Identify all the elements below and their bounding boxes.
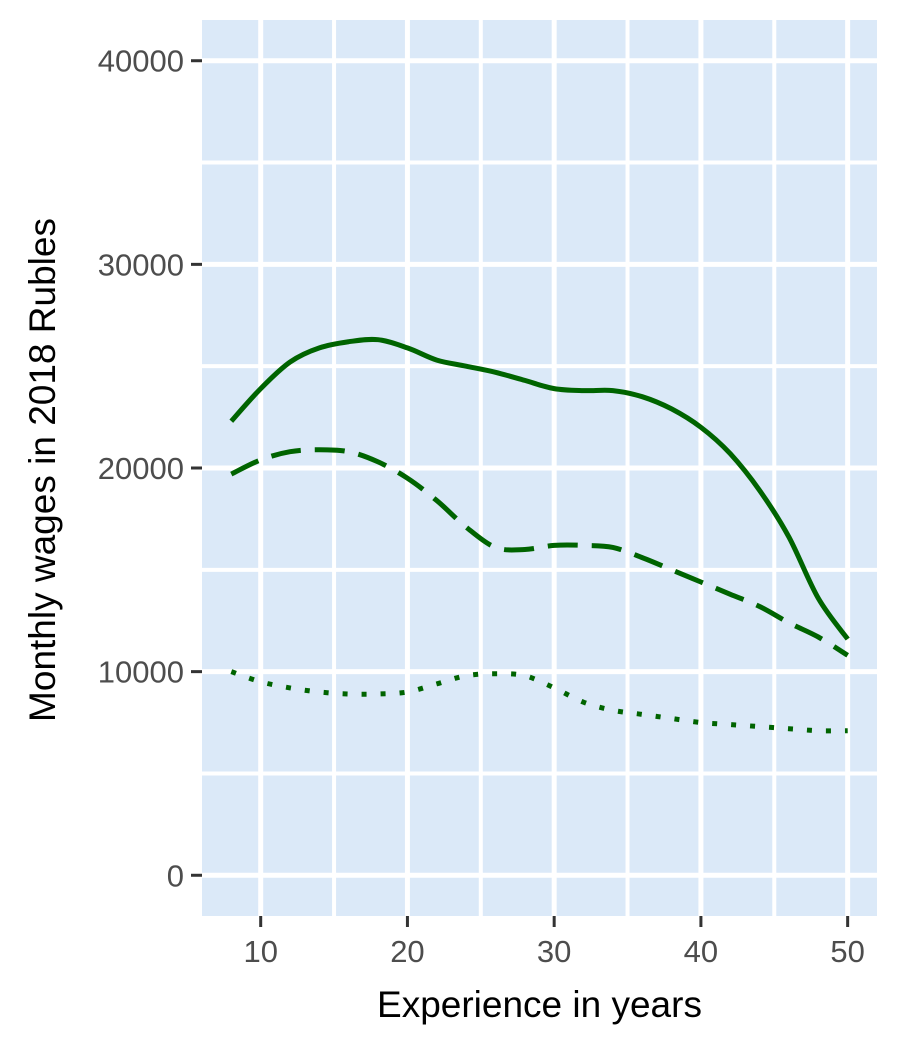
y-tick-label: 40000 bbox=[98, 44, 184, 79]
x-tick-label: 50 bbox=[830, 934, 864, 969]
y-tick-label: 30000 bbox=[98, 247, 184, 282]
x-axis-title: Experience in years bbox=[377, 984, 702, 1025]
tick-labels: 10 20 30 40 50 0 10000 20000 30000 40000 bbox=[98, 44, 865, 969]
x-tick-label: 20 bbox=[390, 934, 424, 969]
series-line-solid bbox=[229, 336, 850, 641]
x-tick-label: 40 bbox=[684, 934, 718, 969]
y-tick-label: 20000 bbox=[98, 451, 184, 486]
x-tick-label: 30 bbox=[537, 934, 571, 969]
major-gridlines bbox=[202, 20, 877, 916]
series-line-dashed bbox=[230, 447, 850, 658]
axis-ticks bbox=[191, 59, 850, 927]
y-axis-title: Monthly wages in 2018 Rubles bbox=[22, 218, 63, 722]
data-series bbox=[229, 336, 850, 734]
y-tick-label: 0 bbox=[167, 858, 184, 893]
y-tick-label: 10000 bbox=[98, 655, 184, 690]
x-tick-label: 10 bbox=[243, 934, 277, 969]
